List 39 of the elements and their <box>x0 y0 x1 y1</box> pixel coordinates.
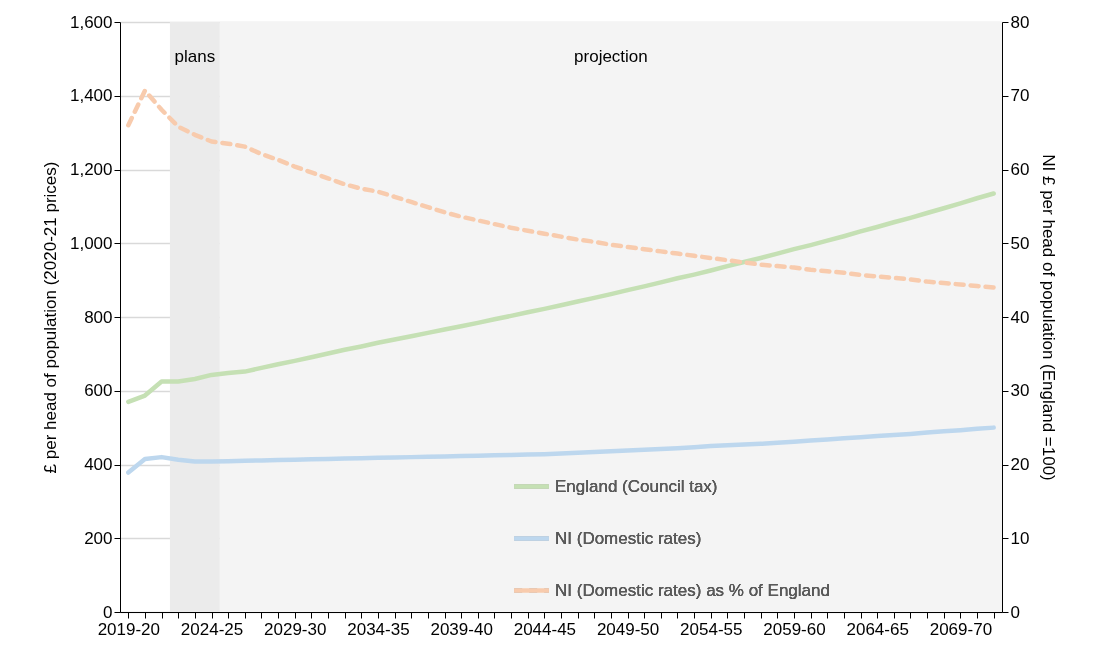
y2-tick-label: 10 <box>1010 528 1030 548</box>
y-axis-title: £ per head of population (2020-21 prices) <box>40 161 60 474</box>
line-series <box>126 88 996 290</box>
y2-tick-label: 60 <box>1010 160 1030 179</box>
annotation: projection <box>574 47 648 66</box>
y-tick-label: 400 <box>84 455 113 474</box>
y-tick-label: 0 <box>103 602 113 622</box>
x-tick-label: 2054-55 <box>680 619 743 639</box>
y-tick-label: 1,600 <box>69 12 113 32</box>
y-tick-label: 1,200 <box>69 160 113 179</box>
legend-label: NI (Domestic rates) as % of England <box>555 580 830 600</box>
x-tick-label: 2029-30 <box>264 619 327 639</box>
y2-tick-label: 40 <box>1010 307 1030 327</box>
legend-label: NI (Domestic rates) <box>555 528 702 548</box>
x-tick-label: 2049-50 <box>596 619 660 639</box>
y2-tick-label: 0 <box>1010 602 1020 622</box>
legend-label: England (Council tax) <box>555 476 718 496</box>
annotation: plans <box>174 47 216 66</box>
x-tick-label: 2044-45 <box>513 619 577 639</box>
y2-tick-label: 70 <box>1010 86 1030 106</box>
y2-axis-title: NI £ per head of population (England =100) <box>1039 154 1059 481</box>
x-tick-label: 2059-60 <box>763 619 826 639</box>
x-tick-label: 2024-25 <box>180 619 244 639</box>
line-series <box>126 425 996 475</box>
y-tick-label: 600 <box>84 381 113 401</box>
y-tick-label: 1,000 <box>69 233 113 253</box>
y-tick-label: 1,400 <box>69 86 113 106</box>
x-tick-label: 2034-35 <box>347 619 410 639</box>
y-tick-label: 800 <box>84 307 113 327</box>
x-tick-label: 2019-20 <box>97 619 161 639</box>
x-tick-label: 2069-70 <box>929 619 993 639</box>
line-series <box>126 191 996 405</box>
y2-tick-label: 80 <box>1010 12 1030 32</box>
x-tick-label: 2064-65 <box>846 619 909 639</box>
y2-tick-label: 20 <box>1010 455 1030 474</box>
y2-tick-label: 50 <box>1010 233 1030 253</box>
y-tick-label: 200 <box>84 528 113 548</box>
x-tick-label: 2039-40 <box>430 619 493 639</box>
y2-tick-label: 30 <box>1010 381 1030 401</box>
